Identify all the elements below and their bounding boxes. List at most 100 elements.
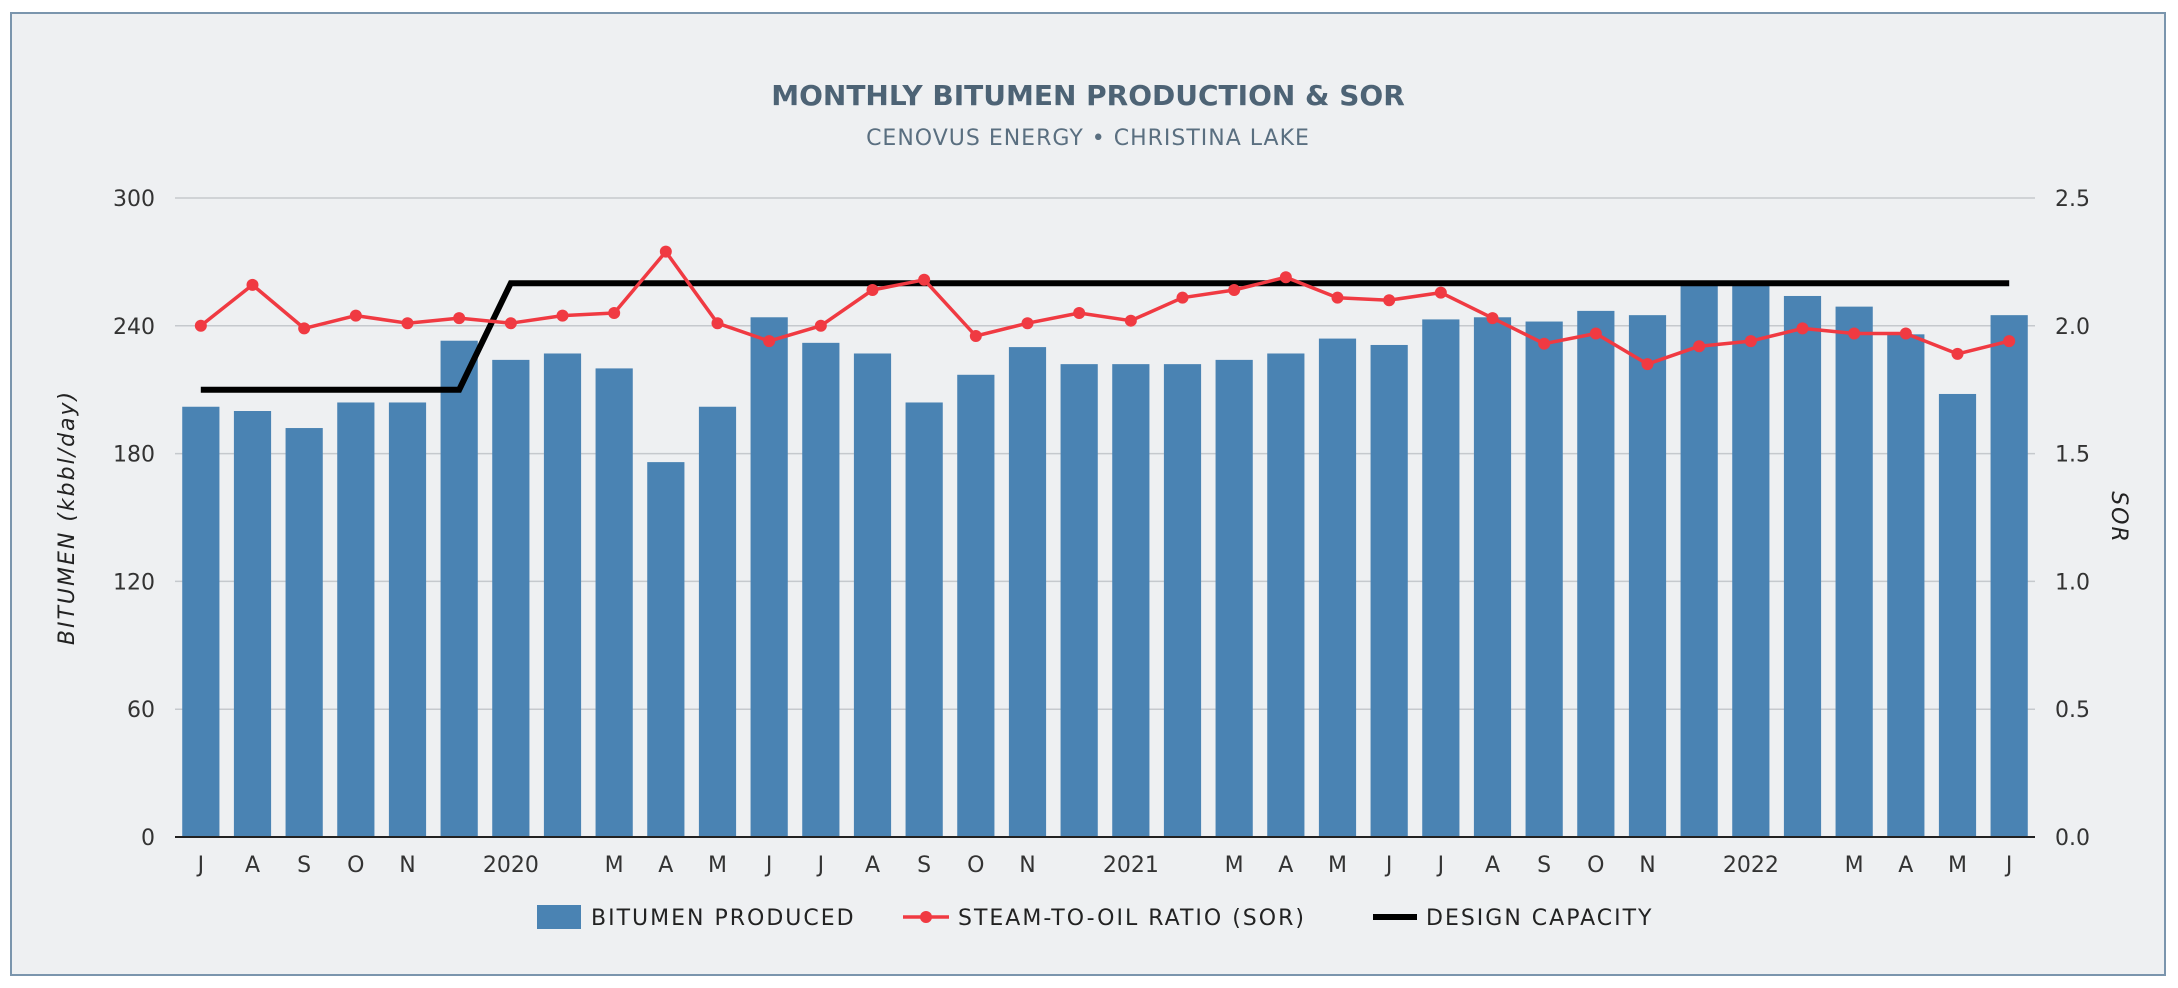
- sor-point-9: [659, 245, 672, 258]
- x-tick-label: M: [605, 853, 624, 878]
- chart-svg: MONTHLY BITUMEN PRODUCTION & SOR CENOVUS …: [55, 79, 2131, 931]
- y2-tick-label: 0.0: [2055, 826, 2090, 851]
- x-tick-label: N: [399, 853, 415, 878]
- y2-tick-label: 2.0: [2055, 315, 2090, 340]
- bar-bitumen-produced-34: [1938, 393, 1977, 837]
- bar-bitumen-produced-16: [1008, 347, 1047, 837]
- bar-bitumen-produced-1: [233, 411, 272, 837]
- sor-point-2: [298, 322, 311, 335]
- sor-point-14: [918, 273, 931, 286]
- sor-point-10: [711, 317, 724, 330]
- sor-point-34: [1951, 347, 1964, 360]
- sor-point-0: [194, 319, 207, 332]
- bar-bitumen-produced-24: [1422, 319, 1460, 837]
- legend-label-sor: STEAM-TO-OIL RATIO (SOR): [958, 906, 1306, 931]
- bar-bitumen-produced-18: [1112, 364, 1150, 837]
- sor-point-3: [349, 309, 362, 322]
- x-tick-label: A: [1485, 853, 1500, 878]
- y-tick-label: 0: [141, 826, 155, 851]
- x-tick-label: O: [967, 853, 984, 878]
- sor-point-19: [1176, 291, 1189, 304]
- sor-point-27: [1589, 327, 1602, 340]
- sor-point-32: [1848, 327, 1861, 340]
- x-tick-label: 2021: [1103, 853, 1159, 878]
- x-tick-label: J: [1384, 853, 1393, 878]
- sor-point-23: [1383, 294, 1396, 307]
- bar-bitumen-produced-21: [1267, 353, 1305, 837]
- sor-point-13: [866, 284, 879, 297]
- sor-point-6: [504, 317, 517, 330]
- x-tick-label: M: [1845, 853, 1864, 878]
- sor-point-24: [1434, 286, 1447, 299]
- bar-bitumen-produced-28: [1628, 315, 1667, 837]
- sor-point-35: [2003, 335, 2016, 348]
- legend-label-bitumen: BITUMEN PRODUCED: [591, 906, 856, 931]
- y-axis-title: BITUMEN (kbbl/day): [55, 390, 80, 645]
- sor-point-20: [1228, 284, 1241, 297]
- y2-axis-title: SOR: [2106, 491, 2131, 544]
- sor-point-25: [1486, 312, 1499, 325]
- bar-bitumen-produced-27: [1577, 310, 1615, 837]
- x-tick-label: 2022: [1723, 853, 1779, 878]
- x-tick-label: M: [1225, 853, 1244, 878]
- bar-bitumen-produced-0: [182, 406, 220, 837]
- bar-bitumen-produced-20: [1215, 359, 1253, 837]
- sor-point-12: [814, 319, 827, 332]
- legend-swatch-bitumen: [537, 905, 581, 929]
- bar-bitumen-produced-11: [750, 317, 788, 837]
- bar-bitumen-produced-14: [905, 402, 943, 837]
- x-tick-label: A: [245, 853, 260, 878]
- chart-subtitle: CENOVUS ENERGY • CHRISTINA LAKE: [866, 126, 1310, 151]
- x-tick-label: A: [1278, 853, 1293, 878]
- sor-point-8: [608, 307, 621, 320]
- x-tick-label: O: [1587, 853, 1604, 878]
- sor-point-7: [556, 309, 569, 322]
- sor-point-5: [453, 312, 466, 325]
- x-tick-label: J: [196, 853, 205, 878]
- bar-bitumen-produced-13: [853, 353, 892, 837]
- x-tick-label: J: [764, 853, 773, 878]
- x-tick-label: A: [1898, 853, 1913, 878]
- bar-bitumen-produced-23: [1370, 344, 1408, 837]
- sor-point-33: [1899, 327, 1912, 340]
- x-tick-label: S: [297, 853, 311, 878]
- sor-point-18: [1124, 314, 1137, 327]
- sor-point-1: [246, 278, 259, 291]
- y2-tick-label: 1.0: [2055, 570, 2090, 595]
- bar-bitumen-produced-26: [1525, 321, 1563, 837]
- legend-marker-sor: [920, 911, 932, 923]
- x-tick-label: J: [1436, 853, 1445, 878]
- sor-point-4: [401, 317, 414, 330]
- sor-point-28: [1641, 358, 1654, 371]
- sor-point-26: [1538, 337, 1551, 350]
- y-tick-label: 180: [113, 443, 155, 468]
- sor-point-11: [763, 335, 776, 348]
- bar-bitumen-produced-5: [440, 340, 478, 837]
- sor-point-21: [1279, 271, 1292, 284]
- sor-point-15: [969, 330, 982, 343]
- bar-bitumen-produced-22: [1318, 338, 1357, 837]
- bar-bitumen-produced-33: [1887, 334, 1925, 837]
- y2-tick-label: 1.5: [2055, 443, 2090, 468]
- bar-bitumen-produced-10: [698, 406, 737, 837]
- bar-bitumen-produced-30: [1732, 283, 1770, 837]
- x-tick-label: M: [1328, 853, 1347, 878]
- bar-bitumen-produced-32: [1835, 306, 1873, 837]
- bar-bitumen-produced-8: [595, 368, 633, 837]
- bar-bitumen-produced-19: [1163, 364, 1202, 837]
- x-tick-label: M: [1948, 853, 1967, 878]
- x-tick-label: N: [1019, 853, 1035, 878]
- bar-bitumen-produced-2: [285, 428, 323, 837]
- bar-bitumen-produced-3: [337, 402, 375, 837]
- x-tick-label: A: [658, 853, 673, 878]
- bar-bitumen-produced-17: [1060, 364, 1098, 837]
- bar-bitumen-produced-6: [492, 359, 530, 837]
- x-tick-label: N: [1639, 853, 1655, 878]
- sor-point-31: [1796, 322, 1809, 335]
- bar-bitumen-produced-15: [957, 374, 995, 837]
- bar-bitumen-produced-4: [388, 402, 427, 837]
- sor-point-29: [1693, 340, 1706, 353]
- y-tick-label: 60: [127, 698, 155, 723]
- chart-frame: MONTHLY BITUMEN PRODUCTION & SOR CENOVUS …: [10, 12, 2166, 976]
- sor-point-30: [1744, 335, 1757, 348]
